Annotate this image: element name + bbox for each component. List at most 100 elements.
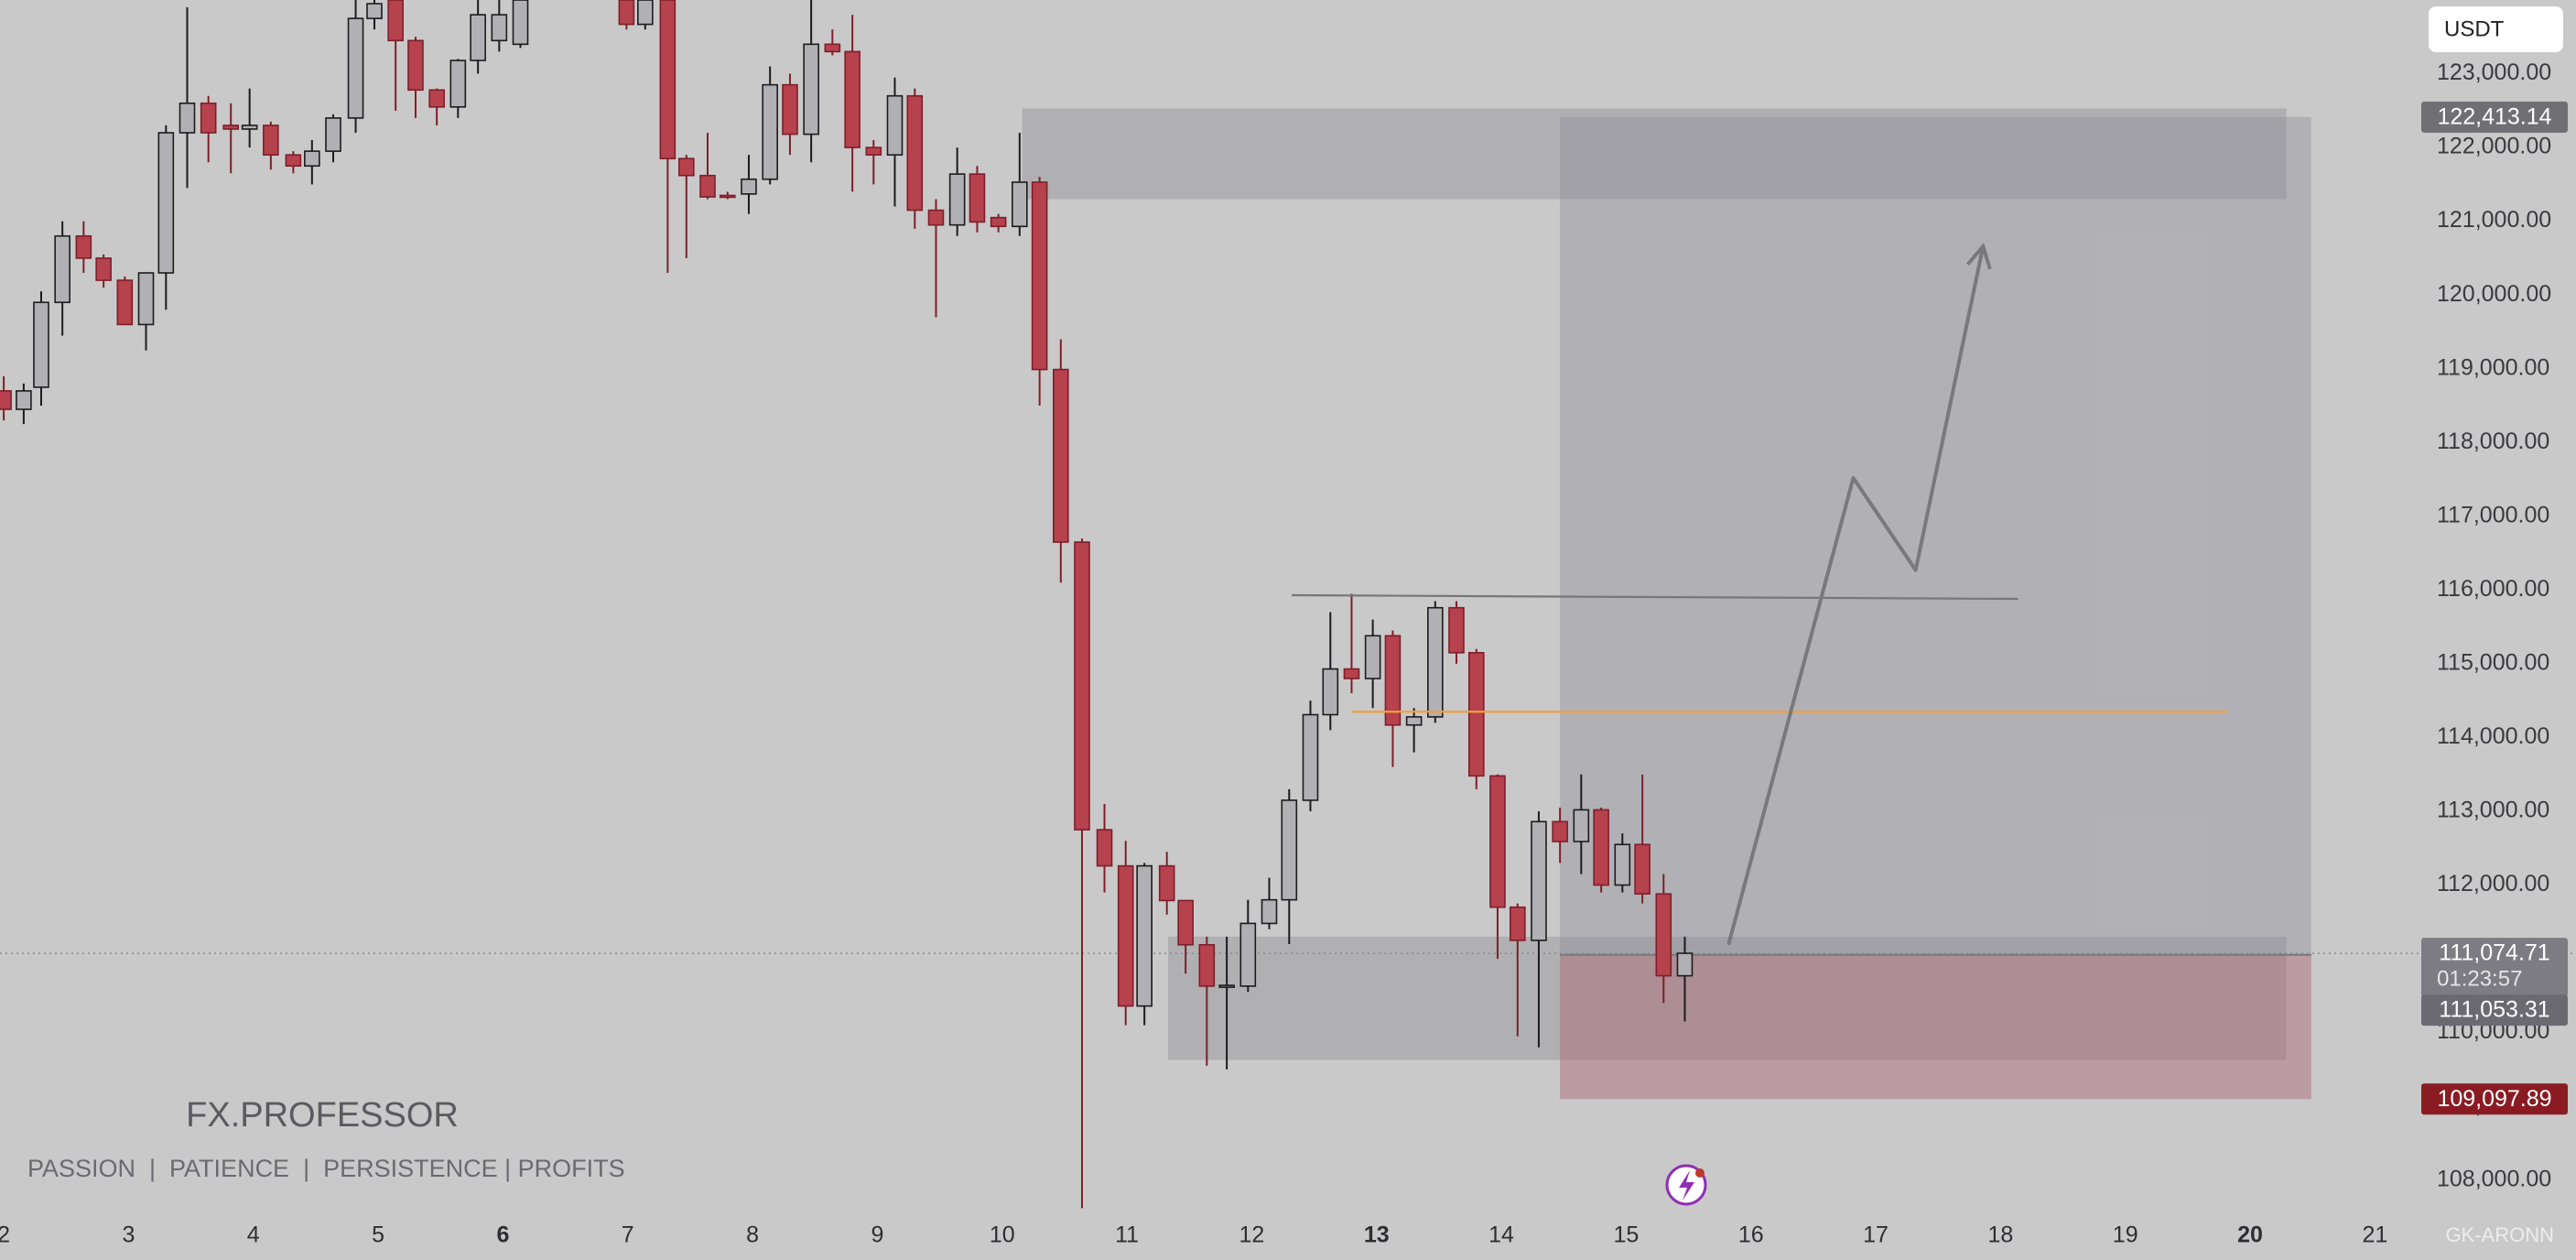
brand-title: FX.PROFESSOR: [186, 1096, 459, 1135]
x-tick-label: 16: [1738, 1222, 1764, 1248]
y-tick-label: 117,000.00: [2437, 502, 2549, 527]
x-tick-label: 20: [2237, 1222, 2263, 1248]
y-tick-label: 118,000.00: [2437, 429, 2549, 454]
last-price-label: 111,074.71: [2439, 940, 2549, 966]
x-tick-label: 15: [1613, 1222, 1639, 1248]
candle-body: [1448, 606, 1465, 654]
candle-body: [325, 117, 341, 152]
bolt-shape[interactable]: [1679, 1170, 1694, 1200]
candle-body: [678, 158, 695, 177]
entry-tag-box: [2421, 994, 2568, 1026]
candle-body: [1053, 368, 1069, 543]
x-tick-label: 13: [1364, 1222, 1390, 1248]
candle-body: [699, 174, 716, 198]
candle-body: [1552, 820, 1568, 842]
candle-body: [1489, 775, 1506, 908]
y-tick-label: 122,000.00: [2437, 134, 2551, 159]
candle-body: [16, 390, 32, 410]
candle-body: [741, 178, 757, 195]
forecast-arrow: [1726, 245, 1986, 946]
candle-body: [116, 279, 134, 326]
y-tick-label: 112,000.00: [2437, 871, 2549, 896]
candle-body: [782, 83, 798, 136]
stop-tag-label: 109,097.89: [2437, 1086, 2551, 1112]
x-tick-label: 3: [122, 1222, 135, 1248]
axis-layer: 108,000.00109,000.00110,000.00111,000.00…: [0, 60, 2568, 1248]
candle-body: [157, 132, 175, 274]
candle-body: [1012, 181, 1028, 228]
watermark: GK-ARONN: [2445, 1223, 2554, 1246]
candle-body: [1573, 809, 1590, 842]
candle-body: [948, 173, 966, 226]
candle-body: [491, 14, 508, 42]
candle-body: [285, 154, 302, 168]
y-tick-label: 114,000.00: [2437, 723, 2549, 749]
stop-tag-box: [2421, 1083, 2568, 1115]
candle-body: [637, 0, 654, 26]
candle-body: [1343, 668, 1360, 679]
candle-body: [1117, 864, 1134, 1007]
candle-body: [179, 102, 196, 134]
candle-body: [1531, 820, 1547, 941]
candle-body: [33, 301, 49, 388]
x-tick-label: 11: [1115, 1222, 1139, 1248]
position-loss: [1560, 954, 2311, 1100]
candle-body: [1177, 899, 1194, 946]
x-tick-label: 5: [372, 1222, 384, 1248]
x-tick-label: 19: [2113, 1222, 2138, 1248]
candle-body: [1509, 906, 1526, 941]
y-tick-label: 123,000.00: [2437, 60, 2551, 85]
bolt-icon[interactable]: [1665, 1164, 1707, 1206]
candle-body: [200, 102, 217, 134]
candle-body: [1281, 799, 1298, 901]
candle-body: [906, 94, 924, 212]
candle-body: [1158, 864, 1175, 902]
y-tick-label: 121,000.00: [2437, 207, 2551, 233]
candle-body: [1302, 713, 1319, 801]
y-tick-label: 108,000.00: [2437, 1166, 2551, 1191]
x-tick-label: 8: [746, 1222, 759, 1248]
zone: [1168, 936, 2287, 1060]
candle-body: [1218, 984, 1235, 988]
candle-body: [75, 234, 92, 259]
candle-body: [1427, 606, 1444, 718]
candle-body: [762, 83, 778, 180]
x-tick-label: 9: [871, 1222, 883, 1248]
bolt-dot[interactable]: [1695, 1168, 1705, 1178]
candle-body: [618, 0, 635, 26]
y-tick-label: 115,000.00: [2437, 650, 2549, 676]
candle-body: [865, 147, 882, 156]
candle-body: [387, 0, 404, 42]
currency-label[interactable]: USDT: [2444, 16, 2505, 41]
x-tick-label: 10: [990, 1222, 1015, 1248]
candle-body: [1405, 716, 1423, 726]
candle-body: [1634, 843, 1651, 896]
candles-layer: [0, 0, 1694, 1209]
candle-body: [969, 173, 986, 223]
candle-body: [428, 89, 445, 108]
target-tag-label: 122,413.14: [2437, 103, 2551, 129]
x-tick-label: 14: [1488, 1222, 1514, 1248]
zones-layer: [0, 108, 2576, 1100]
target-tag-box: [2421, 101, 2568, 133]
candle-body: [1261, 898, 1278, 925]
candle-body: [407, 39, 424, 92]
candle-body: [990, 216, 1007, 228]
candle-body: [1467, 652, 1485, 777]
position-profit: [1560, 116, 2311, 955]
candle-body: [1074, 541, 1090, 831]
candle-body: [449, 60, 467, 108]
currency-box[interactable]: [2429, 6, 2563, 52]
candle-body: [1198, 943, 1216, 987]
countdown-label: 01:23:57: [2437, 966, 2522, 991]
drawings-layer: [1292, 242, 2228, 946]
last-price-box: [2421, 938, 2568, 997]
candle-body: [95, 257, 112, 281]
candle-body: [1655, 893, 1672, 977]
candle-body: [512, 0, 529, 46]
level-line: [1292, 593, 2019, 601]
candle-body: [222, 125, 240, 130]
